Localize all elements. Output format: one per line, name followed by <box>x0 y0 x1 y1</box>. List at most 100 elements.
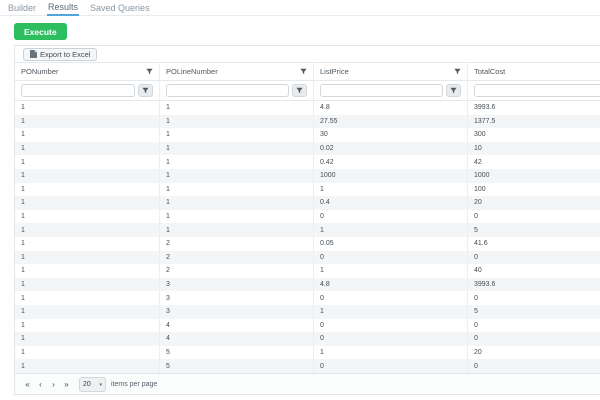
filter-cell-listprice <box>314 81 468 100</box>
table-row[interactable]: 1 2 1 40 <box>15 264 600 278</box>
table-row[interactable]: 1 1 0.42 42 <box>15 155 600 169</box>
table-row[interactable]: 1 1 27.55 1377.5 <box>15 114 600 129</box>
next-page-button[interactable]: › <box>47 377 60 392</box>
column-header-polinenumber[interactable]: POLineNumber <box>160 63 314 80</box>
export-to-excel-label: Export to Excel <box>40 49 91 59</box>
grid-filter-row <box>15 81 600 101</box>
grid-cell: 1 <box>15 101 160 115</box>
grid-cell: 1 <box>15 155 160 169</box>
column-header-totalcost[interactable]: TotalCost <box>468 63 600 80</box>
grid-cell: 1 <box>15 182 160 197</box>
table-row[interactable]: 1 1 4.8 3993.6 <box>15 101 600 115</box>
previous-page-button[interactable]: ‹ <box>34 377 47 392</box>
filter-input-totalcost[interactable] <box>474 84 600 97</box>
grid-cell: 27.55 <box>314 114 468 129</box>
grid-cell: 5 <box>160 345 314 360</box>
filter-input-polinenumber[interactable] <box>166 84 289 97</box>
grid-cell: 1 <box>314 223 468 237</box>
filter-cell-ponumber <box>15 81 160 100</box>
grid-cell: 1 <box>15 196 160 210</box>
grid-cell: 42 <box>468 155 600 169</box>
filter-dropdown-button[interactable] <box>138 84 153 97</box>
grid-cell: 1000 <box>468 169 600 183</box>
filter-dropdown-button[interactable] <box>446 84 461 97</box>
grid-cell: 0.02 <box>314 141 468 156</box>
filter-funnel-icon[interactable] <box>146 68 153 75</box>
column-header-listprice[interactable]: ListPrice <box>314 63 468 80</box>
grid-cell: 0 <box>468 359 600 373</box>
excel-file-icon <box>30 50 37 58</box>
grid-cell: 1 <box>160 182 314 197</box>
grid-cell: 0 <box>314 291 468 305</box>
results-grid: Export to Excel PONumber POLineNumber Li… <box>14 45 600 395</box>
tab-saved-queries[interactable]: Saved Queries <box>89 0 151 15</box>
grid-cell: 1 <box>314 304 468 319</box>
grid-cell: 5 <box>160 359 314 373</box>
table-row[interactable]: 1 5 1 20 <box>15 345 600 360</box>
tabstrip: Builder Results Saved Queries <box>0 0 600 16</box>
grid-cell: 41.6 <box>468 237 600 251</box>
table-row[interactable]: 1 3 4.8 3993.6 <box>15 277 600 292</box>
grid-cell: 1 <box>15 318 160 333</box>
grid-toolbar: Export to Excel <box>15 46 600 63</box>
filter-funnel-icon[interactable] <box>300 68 307 75</box>
table-row[interactable]: 1 1 0.4 20 <box>15 196 600 210</box>
grid-cell: 1 <box>15 223 160 237</box>
filter-dropdown-button[interactable] <box>292 84 307 97</box>
first-page-button[interactable]: « <box>21 377 34 392</box>
filter-input-listprice[interactable] <box>320 84 443 97</box>
filter-funnel-icon[interactable] <box>454 68 461 75</box>
grid-cell: 1 <box>160 168 314 183</box>
grid-cell: 0 <box>468 291 600 305</box>
grid-cell: 0 <box>314 332 468 346</box>
grid-cell: 0 <box>468 251 600 265</box>
pager: « ‹ › » 20 ▾ items per page <box>15 372 600 394</box>
filter-input-ponumber[interactable] <box>21 84 135 97</box>
page-size-select[interactable]: 20 ▾ <box>79 377 106 393</box>
grid-cell: 5 <box>468 223 600 237</box>
grid-cell: 1 <box>15 250 160 265</box>
grid-cell: 1 <box>15 359 160 373</box>
grid-cell: 2 <box>160 264 314 278</box>
column-title: TotalCost <box>474 67 506 76</box>
grid-cell: 1 <box>15 128 160 142</box>
grid-cell: 1 <box>160 196 314 210</box>
grid-cell: 1 <box>15 168 160 183</box>
table-row[interactable]: 1 1 1000 1000 <box>15 168 600 183</box>
grid-inner: PONumber POLineNumber ListPrice TotalCos… <box>15 63 600 373</box>
grid-cell: 1 <box>15 332 160 346</box>
items-per-page-label: items per page <box>111 381 158 389</box>
grid-cell: 0 <box>314 250 468 265</box>
last-page-button[interactable]: » <box>60 377 73 392</box>
table-row[interactable]: 1 1 30 300 <box>15 128 600 142</box>
execute-button[interactable]: Execute <box>14 23 67 40</box>
table-row[interactable]: 1 2 0.05 41.6 <box>15 236 600 251</box>
grid-cell: 4 <box>160 332 314 346</box>
table-row[interactable]: 1 1 0.02 10 <box>15 141 600 156</box>
grid-cell: 100 <box>468 183 600 197</box>
tab-builder[interactable]: Builder <box>7 0 37 15</box>
tab-results[interactable]: Results <box>47 0 80 16</box>
export-to-excel-button[interactable]: Export to Excel <box>23 47 98 61</box>
grid-cell: 1 <box>314 182 468 197</box>
grid-cell: 1 <box>15 304 160 319</box>
grid-cell: 5 <box>468 305 600 319</box>
grid-cell: 2 <box>160 236 314 251</box>
grid-cell: 30 <box>314 128 468 142</box>
grid-cell: 1 <box>160 114 314 129</box>
grid-cell: 0.05 <box>314 236 468 251</box>
table-row[interactable]: 1 1 1 100 <box>15 182 600 197</box>
column-header-ponumber[interactable]: PONumber <box>15 63 160 80</box>
grid-cell: 1 <box>15 236 160 251</box>
grid-cell: 0 <box>314 318 468 333</box>
column-title: ListPrice <box>320 67 349 76</box>
grid-cell: 4 <box>160 318 314 333</box>
